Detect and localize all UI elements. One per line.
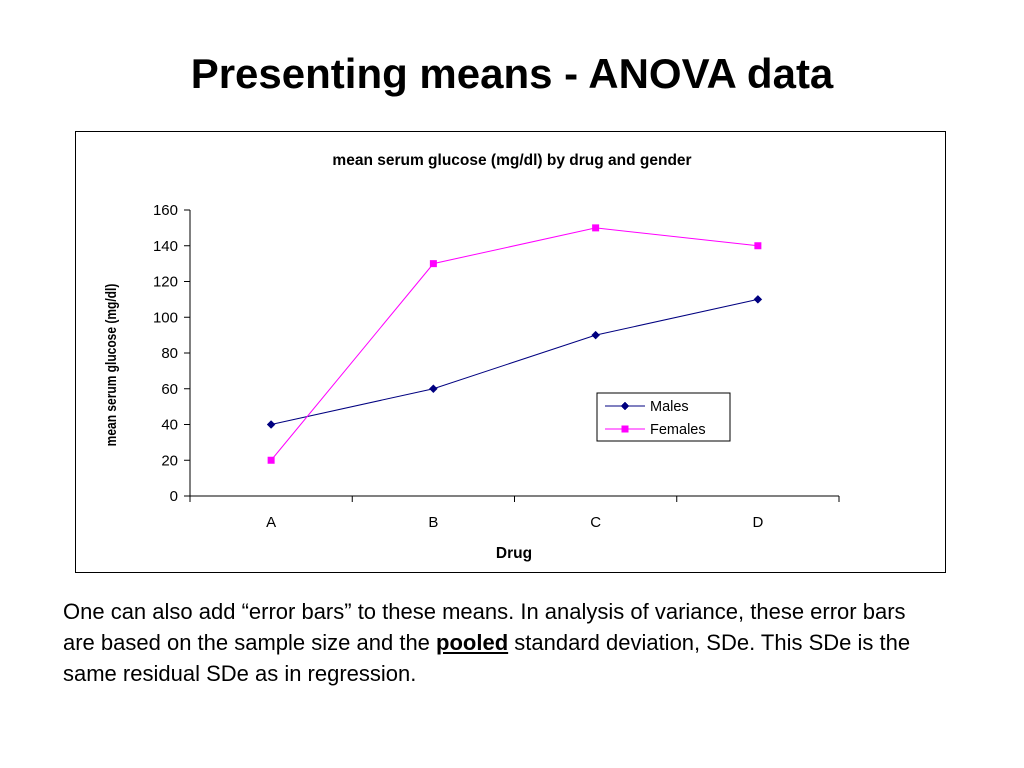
body-text: One can also add “error bars” to these m… (63, 596, 943, 689)
data-point-females (267, 456, 275, 464)
body-text-part2: standard deviation, SDe. This SDe is the… (63, 630, 911, 686)
chart-title: mean serum glucose (mg/dl) by drug and g… (332, 152, 691, 169)
axes: 0 20 40 60 80 100 120 140 160 A B C D (153, 202, 840, 531)
data-point-males (266, 420, 276, 429)
y-tick-label: 160 (153, 202, 178, 219)
y-tick-label: 100 (153, 309, 178, 326)
legend-marker (621, 425, 629, 433)
body-text-emphasis: pooled (436, 630, 509, 655)
series-layer (266, 224, 763, 464)
x-tick-label: C (590, 514, 601, 531)
data-point-males (429, 384, 438, 394)
y-tick-label: 0 (170, 488, 178, 505)
series-females (267, 224, 762, 464)
legend: Males Females (596, 392, 731, 442)
data-point-males (591, 330, 600, 340)
y-tick-label: 140 (153, 238, 178, 255)
slide-title: Presenting means - ANOVA data (190, 50, 834, 97)
data-point-females (592, 224, 600, 232)
y-tick-label: 40 (161, 417, 178, 434)
data-point-females (429, 260, 437, 268)
series-males (266, 295, 763, 429)
line-chart: mean serum glucose (mg/dl) by drug and g… (103, 152, 840, 562)
legend-label: Males (650, 399, 689, 415)
legend-label: Females (650, 422, 706, 438)
series-line-males (271, 298, 758, 425)
data-point-males (753, 295, 763, 304)
chart-frame: mean serum glucose (mg/dl) by drug and g… (75, 131, 946, 573)
y-tick-label: 20 (161, 452, 178, 469)
y-tick-label: 60 (161, 381, 178, 398)
y-tick-label: 80 (161, 345, 178, 362)
x-tick-label: B (428, 514, 438, 531)
x-tick-label: D (752, 514, 763, 531)
series-line-females (270, 227, 758, 461)
x-tick-label: A (266, 514, 276, 531)
legend-box (596, 392, 731, 442)
y-tick-label: 120 (153, 274, 178, 291)
body-text-part1: One can also add “error bars” to these m… (63, 599, 906, 655)
y-axis-label: mean serum glucose (mg/dl) (103, 284, 120, 447)
x-axis-label: Drug (496, 545, 532, 562)
data-point-females (754, 242, 762, 250)
legend-marker (620, 401, 630, 411)
